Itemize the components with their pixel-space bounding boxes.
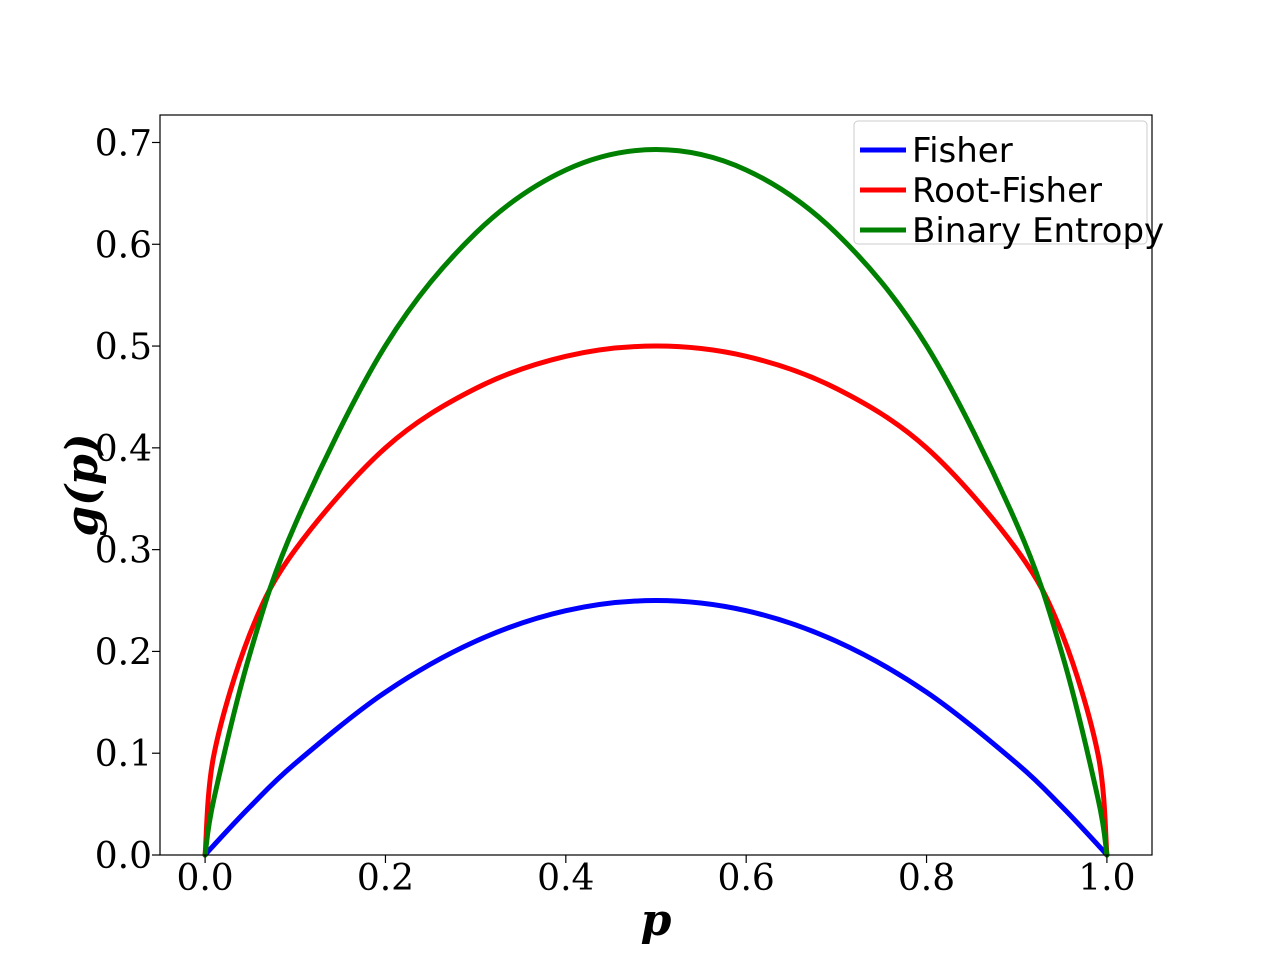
legend-label-0: Fisher	[912, 131, 1013, 171]
series-line-0	[202, 598, 1110, 858]
series-line-2	[202, 147, 1110, 858]
x-tick-label: 0.2	[357, 858, 414, 899]
curves-layer	[202, 147, 1110, 858]
y-tick-label: 0.4	[95, 429, 152, 470]
x-tick-label: 0.0	[176, 858, 233, 899]
y-tick-label: 0.6	[95, 225, 152, 266]
y-tick-label: 0.7	[95, 123, 152, 164]
legend-label-2: Binary Entropy	[912, 211, 1164, 251]
y-tick-label: 0.5	[95, 327, 152, 368]
series-line-1	[202, 343, 1110, 858]
y-tick-label: 0.0	[95, 836, 152, 877]
x-axis-label: p	[641, 895, 672, 946]
x-tick-label: 0.6	[718, 858, 775, 899]
x-tick-label: 1.0	[1078, 858, 1135, 899]
x-tick-label: 0.4	[537, 858, 594, 899]
y-axis-label: g(p)	[57, 433, 108, 536]
y-axis-ticks: 0.0 0.1 0.2 0.3 0.4 0.5 0.6 0.7	[95, 123, 160, 877]
plot-area-frame	[159, 114, 1153, 856]
legend-box	[853, 120, 1148, 245]
y-tick-label: 0.2	[95, 632, 152, 673]
y-tick-label: 0.3	[95, 531, 152, 572]
y-tick-label: 0.1	[95, 734, 152, 775]
x-axis-ticks: 0.0 0.2 0.4 0.6 0.8 1.0	[176, 855, 1136, 899]
x-tick-label: 0.8	[898, 858, 955, 899]
legend-label-1: Root-Fisher	[912, 171, 1102, 211]
